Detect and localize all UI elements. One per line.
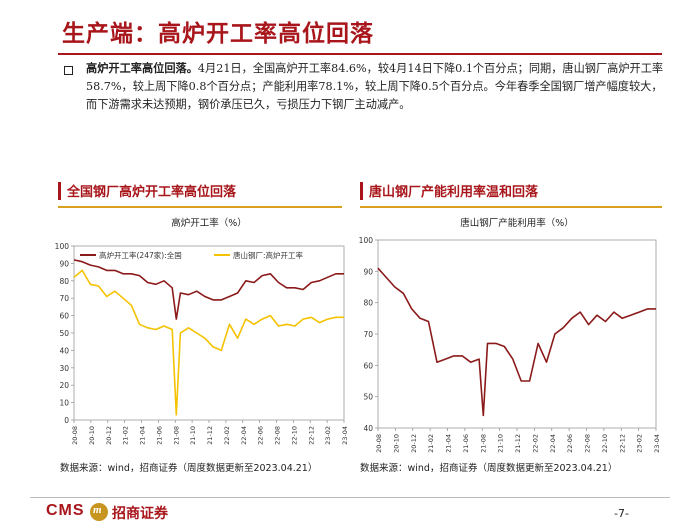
x-tick-label: 22-10 [290, 426, 298, 445]
x-tick-label: 23-02 [324, 426, 332, 445]
chart-title: 唐山钢厂产能利用率（%） [460, 217, 574, 229]
x-tick-label: 22-08 [584, 434, 592, 453]
series-line-0 [377, 267, 656, 417]
summary-paragraph: 高炉开工率高位回落。4月21日，全国高炉开工率84.6%，较4月14日下降0.1… [86, 60, 666, 114]
y-tick-label: 80 [59, 277, 69, 286]
header-accent-bar [58, 182, 61, 200]
logo-coin-icon: m [90, 503, 108, 521]
footer-divider [30, 497, 670, 498]
series-line-1 [73, 269, 344, 416]
tangshan-capacity-chart: 唐山钢厂产能利用率（%） 40 50 60 70 80 90 100 20-08 20-10 20-… [359, 217, 661, 453]
x-tick-label: 21-12 [514, 434, 522, 453]
x-tick-label: 21-08 [172, 426, 180, 445]
series-line-0 [73, 259, 344, 320]
x-tick-label: 21-06 [462, 434, 470, 453]
y-tick-label: 10 [59, 399, 69, 408]
plot-frame [377, 239, 657, 429]
x-tick-label: 22-04 [240, 426, 248, 445]
y-tick-label: 50 [363, 393, 373, 402]
x-tick-label: 21-02 [427, 434, 435, 453]
x-tick-label: 22-08 [274, 426, 282, 445]
x-tick-label: 23-04 [653, 434, 661, 453]
page-number: -7- [614, 507, 629, 520]
logo-chinese-text: 招商证券 [112, 506, 168, 522]
left-header-divider [58, 206, 342, 208]
summary-lead: 高炉开工率高位回落。 [86, 62, 198, 75]
x-tick-label: 21-12 [206, 426, 214, 445]
x-tick-label: 22-06 [257, 426, 265, 445]
x-tick-label: 20-10 [88, 426, 96, 445]
x-tick-label: 22-12 [618, 434, 626, 453]
x-tick-label: 21-04 [139, 426, 147, 445]
x-tick-label: 20-08 [71, 426, 79, 445]
x-tick-label: 23-04 [341, 426, 348, 445]
right-header-divider [360, 206, 662, 208]
legend-label: 唐山钢厂:高炉开工率 [233, 250, 304, 260]
y-tick-label: 60 [59, 312, 69, 321]
chart-title: 高炉开工率（%） [171, 217, 247, 229]
x-tick-label: 20-10 [392, 434, 400, 453]
y-tick-label: 90 [59, 259, 69, 268]
y-tick-label: 0 [64, 416, 69, 425]
y-tick-label: 40 [59, 346, 69, 355]
x-tick-label: 21-10 [189, 426, 197, 445]
legend-label: 高炉开工率(247家):全国 [99, 250, 182, 260]
x-tick-label: 21-08 [479, 434, 487, 453]
right-chart-header-text: 唐山钢厂产能利用率温和回落 [369, 185, 539, 200]
x-tick-label: 21-02 [122, 426, 130, 445]
x-tick-label: 23-02 [636, 434, 644, 453]
y-tick-label: 90 [363, 267, 373, 276]
summary-body: 4月21日，全国高炉开工率84.6%，较4月14日下降0.1个百分点；同期，唐山… [86, 62, 664, 111]
page-title: 生产端：高炉开工率高位回落 [62, 21, 374, 47]
y-tick-label: 100 [55, 242, 70, 251]
right-source-note: 数据来源：wind，招商证券（周度数据更新至2023.04.21） [360, 463, 618, 474]
x-tick-label: 20-08 [375, 434, 383, 453]
plot-frame [73, 245, 345, 421]
blast-furnace-rate-chart: 高炉开工率（%） 0 10 20 30 40 50 60 70 80 90 100 20-08 20-10… [55, 217, 348, 445]
logo-cms-text: CMS [46, 502, 85, 519]
x-tick-label: 20-12 [105, 426, 113, 445]
left-chart-header-text: 全国钢厂高炉开工率高位回落 [67, 185, 237, 200]
x-tick-label: 21-06 [155, 426, 163, 445]
x-tick-label: 22-02 [223, 426, 231, 445]
x-tick-label: 21-04 [445, 434, 453, 453]
x-tick-label: 22-10 [601, 434, 609, 453]
y-tick-label: 60 [363, 361, 373, 370]
y-tick-label: 50 [59, 329, 69, 338]
y-tick-label: 70 [363, 330, 373, 339]
x-tick-label: 22-06 [566, 434, 574, 453]
x-tick-label: 22-12 [307, 426, 315, 445]
logo-coin-letter: m [93, 504, 102, 516]
bullet-square-icon [64, 66, 73, 75]
y-tick-label: 30 [59, 364, 69, 373]
y-tick-label: 80 [363, 299, 373, 308]
y-tick-label: 100 [359, 236, 374, 245]
left-source-note: 数据来源：wind，招商证券（周度数据更新至2023.04.21） [60, 463, 318, 474]
x-tick-label: 22-02 [531, 434, 539, 453]
x-tick-label: 22-04 [549, 434, 557, 453]
y-tick-label: 40 [363, 424, 373, 433]
x-tick-label: 21-10 [497, 434, 505, 453]
header-accent-bar [360, 182, 363, 200]
title-divider [58, 53, 662, 55]
y-tick-label: 70 [59, 294, 69, 303]
y-tick-label: 20 [59, 381, 69, 390]
x-tick-label: 20-12 [410, 434, 418, 453]
